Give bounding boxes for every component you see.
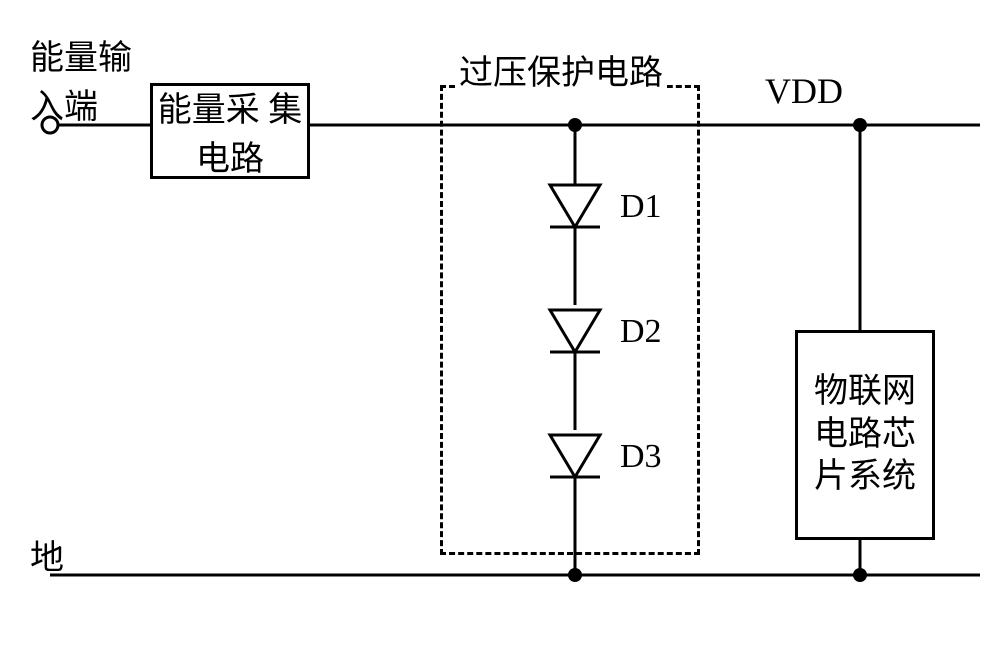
node-protection-gnd: [568, 568, 582, 582]
vdd-label: VDD: [765, 70, 843, 112]
iot-chip-box: 物联网 电路芯 片系统: [795, 330, 935, 540]
d2-label: D2: [620, 313, 662, 351]
overvoltage-protection-label: 过压保护电路: [455, 45, 667, 94]
d3-label: D3: [620, 438, 662, 476]
energy-input-terminal-label: 能量输 入端: [30, 30, 132, 128]
node-iot-gnd: [853, 568, 867, 582]
ground-label: 地: [30, 530, 64, 579]
circuit-diagram: 能量采 集电路 物联网 电路芯 片系统 能量输 入端 VDD 过压保护电路 地 …: [20, 20, 1000, 642]
energy-acquisition-box: 能量采 集电路: [150, 83, 310, 179]
iot-chip-label: 物联网 电路芯 片系统: [798, 371, 932, 499]
energy-acquisition-label: 能量采 集电路: [153, 82, 307, 180]
d1-label: D1: [620, 188, 662, 226]
node-iot-vdd: [853, 118, 867, 132]
